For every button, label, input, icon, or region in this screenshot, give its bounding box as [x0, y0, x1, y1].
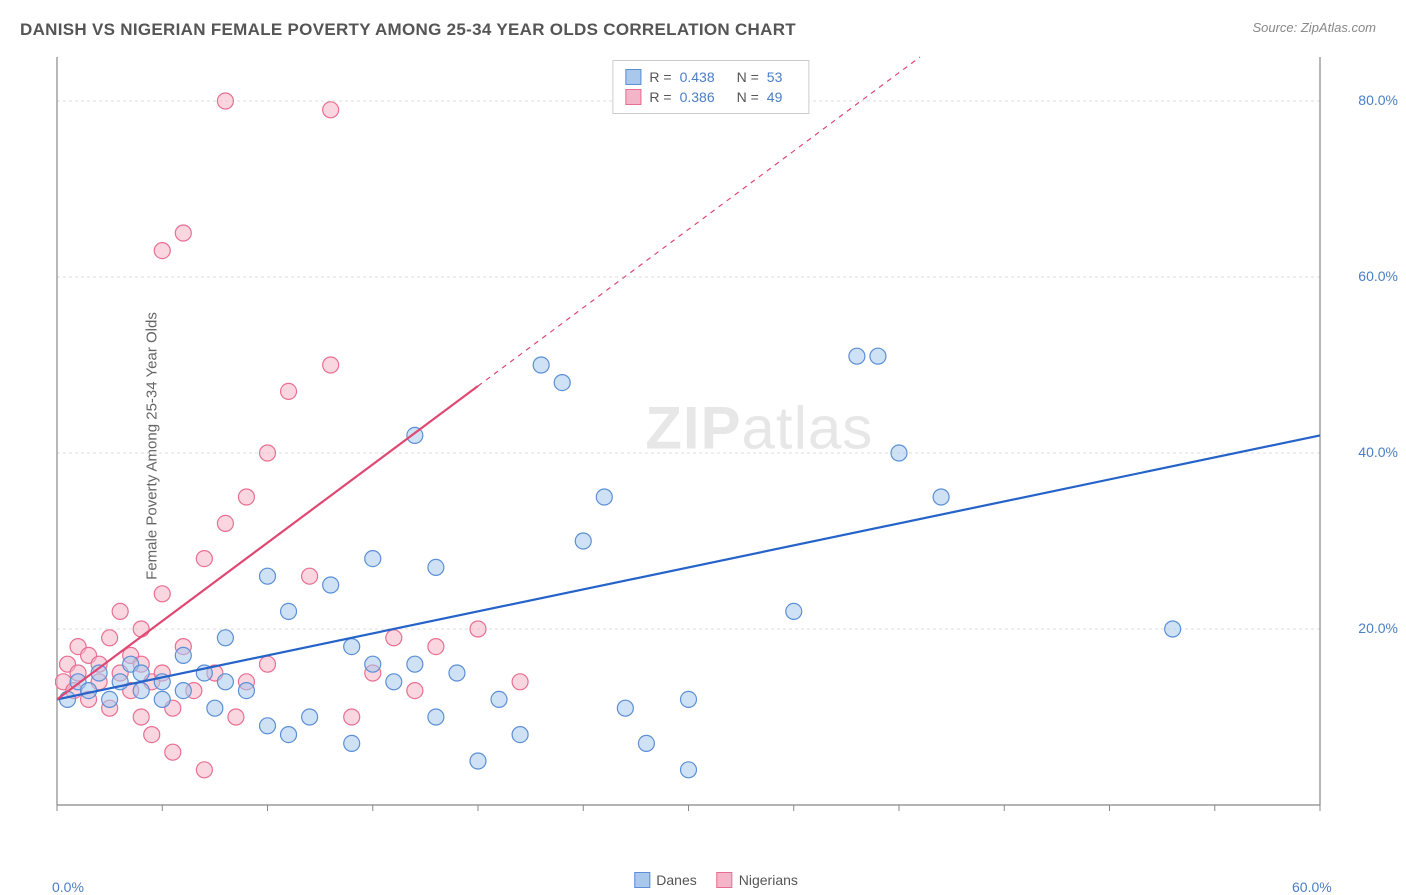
x-tick-label: 0.0% — [52, 879, 84, 895]
chart-container: DANISH VS NIGERIAN FEMALE POVERTY AMONG … — [0, 0, 1406, 892]
swatch-nigerians — [625, 89, 641, 105]
legend-item-danes: Danes — [634, 872, 696, 888]
swatch-nigerians — [717, 872, 733, 888]
source-credit: Source: ZipAtlas.com — [1252, 20, 1376, 35]
swatch-danes — [634, 872, 650, 888]
chart-title: DANISH VS NIGERIAN FEMALE POVERTY AMONG … — [20, 20, 796, 40]
y-tick-label: 40.0% — [1358, 444, 1398, 460]
y-tick-label: 80.0% — [1358, 92, 1398, 108]
plot-area — [55, 55, 1375, 835]
legend-item-nigerians: Nigerians — [717, 872, 798, 888]
stats-row-danes: R = 0.438 N = 53 — [625, 67, 796, 87]
x-tick-label: 60.0% — [1292, 879, 1332, 895]
stats-row-nigerians: R = 0.386 N = 49 — [625, 87, 796, 107]
series-legend: Danes Nigerians — [634, 872, 798, 888]
stats-legend: R = 0.438 N = 53 R = 0.386 N = 49 — [612, 60, 809, 114]
swatch-danes — [625, 69, 641, 85]
y-tick-label: 20.0% — [1358, 620, 1398, 636]
scatter-plot-svg — [55, 55, 1375, 835]
y-tick-label: 60.0% — [1358, 268, 1398, 284]
